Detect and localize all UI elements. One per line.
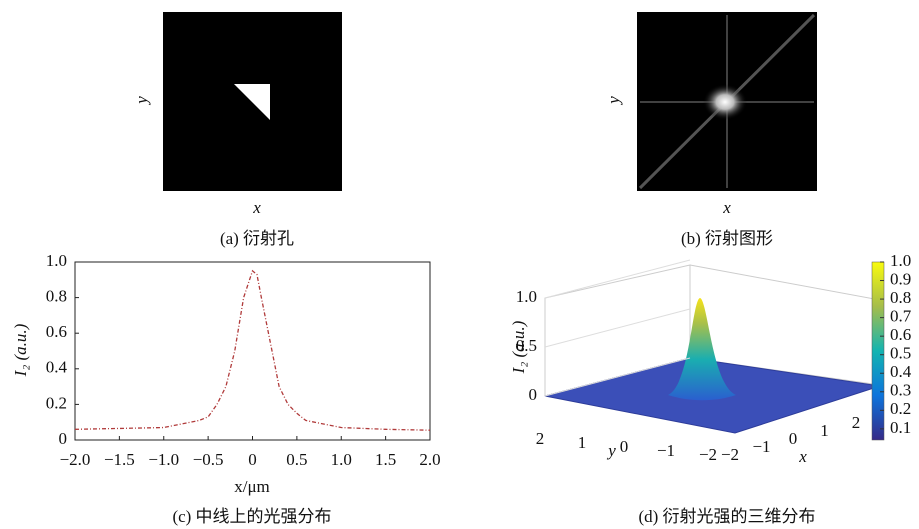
y-label: y	[606, 441, 616, 460]
caption: (c) 中线上的光强分布	[172, 507, 331, 526]
colorbar-tick-label: 1.0	[890, 251, 911, 270]
x-label: x/μm	[234, 477, 270, 496]
z-tick-label: 0	[529, 385, 538, 404]
x-tick-label: −1.0	[148, 450, 179, 469]
x-tick-label: 1.0	[331, 450, 352, 469]
colorbar-tick-label: 0.9	[890, 269, 911, 288]
caption: (d) 衍射光强的三维分布	[638, 507, 815, 526]
z-grid	[545, 260, 690, 298]
x-tick-label: 0	[789, 429, 798, 448]
colorbar	[872, 262, 884, 440]
y-tick-label: 0	[59, 429, 68, 448]
surface-peak	[668, 298, 736, 400]
y-label: y	[604, 96, 623, 106]
x-tick-label: 0.5	[286, 450, 307, 469]
x-tick-label: 1.5	[375, 450, 396, 469]
colorbar-tick-label: 0.5	[890, 344, 911, 363]
x-tick-label: 2.0	[419, 450, 440, 469]
x-label: x	[798, 447, 807, 466]
caption: (a) 衍射孔	[220, 229, 294, 248]
y-tick-label: 1.0	[46, 251, 67, 270]
x-tick-label: 0	[248, 450, 257, 469]
colorbar-tick-label: 0.7	[890, 307, 912, 326]
x-label: x	[252, 198, 261, 217]
colorbar-tick-label: 0.3	[890, 381, 911, 400]
y-tick-label: 0.2	[46, 393, 67, 412]
y-tick-label: 0.8	[46, 287, 67, 306]
y-label: I₂ (a.u.)	[11, 323, 30, 377]
x-tick-label: −0.5	[193, 450, 224, 469]
z-tick-label: 1.0	[516, 287, 537, 306]
caption: (b) 衍射图形	[681, 229, 773, 248]
y-tick-label: −2	[699, 445, 717, 464]
colorbar-tick-label: 0.2	[890, 399, 911, 418]
x-tick-label: −2	[721, 445, 739, 464]
y-label: y	[132, 96, 151, 106]
y-tick-label: 1	[578, 433, 587, 452]
line	[75, 271, 430, 430]
x-tick-label: −1	[752, 437, 770, 456]
colorbar-tick-label: 0.4	[890, 362, 912, 381]
plot-frame	[75, 262, 430, 440]
colorbar-tick-label: 0.1	[890, 418, 911, 437]
y-tick-label: 2	[536, 429, 545, 448]
pattern-spot	[703, 84, 747, 120]
x-label: x	[722, 198, 731, 217]
z-tick-label: 0.5	[516, 336, 537, 355]
x-tick-label: 1	[820, 421, 829, 440]
y-tick-label: 0	[620, 437, 629, 456]
y-tick-label: −1	[657, 441, 675, 460]
z-grid	[545, 309, 690, 347]
colorbar-tick-label: 0.6	[890, 325, 911, 344]
colorbar-tick-label: 0.8	[890, 288, 911, 307]
figure: y x (a) 衍射孔 y x (b) 衍射图形 I₂ (a.u.) x/μm …	[0, 0, 919, 529]
x-tick-label: 2	[852, 413, 861, 432]
x-tick-label: −2.0	[60, 450, 91, 469]
x-tick-label: −1.5	[104, 450, 135, 469]
y-tick-label: 0.4	[46, 358, 68, 377]
y-tick-label: 0.6	[46, 322, 67, 341]
